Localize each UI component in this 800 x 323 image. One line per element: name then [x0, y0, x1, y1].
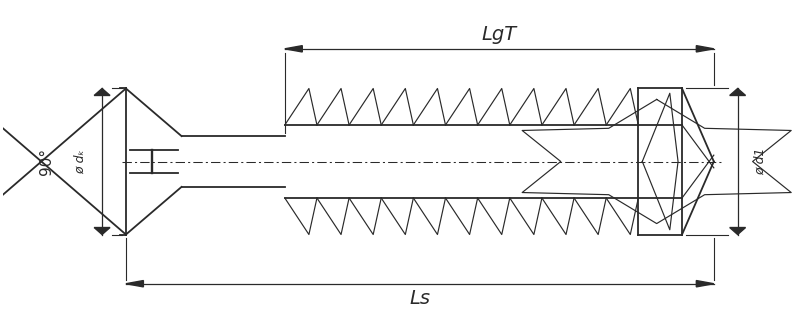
Polygon shape — [696, 281, 714, 287]
Text: LgT: LgT — [482, 25, 517, 44]
Polygon shape — [730, 89, 746, 96]
Text: Ls: Ls — [410, 288, 430, 307]
Polygon shape — [696, 46, 714, 52]
Text: ø d1: ø d1 — [754, 148, 766, 175]
Polygon shape — [94, 227, 110, 234]
Text: 90°: 90° — [39, 148, 54, 175]
Polygon shape — [94, 89, 110, 96]
Polygon shape — [126, 281, 143, 287]
Polygon shape — [285, 46, 302, 52]
Polygon shape — [730, 227, 746, 234]
Text: ø dₖ: ø dₖ — [74, 149, 86, 174]
